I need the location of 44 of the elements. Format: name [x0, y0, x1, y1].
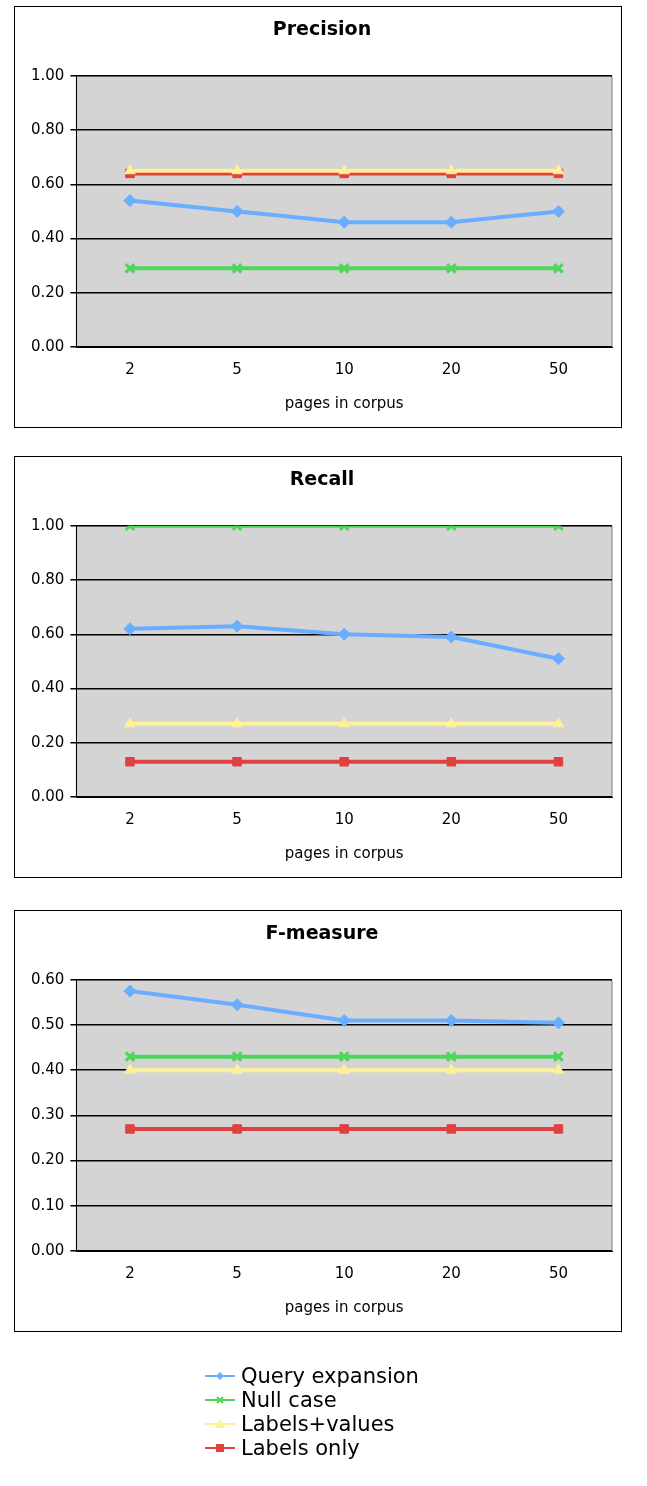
- legend-label: Labels+values: [241, 1412, 395, 1436]
- x-tick-label: 10: [334, 359, 354, 378]
- y-tick-label: 0.60: [30, 969, 65, 988]
- x-axis-title: pages in corpus: [284, 393, 404, 412]
- y-tick-label: 0.60: [30, 624, 65, 643]
- x-tick-label: 20: [441, 1263, 461, 1282]
- x-tick-label: 50: [548, 1263, 568, 1282]
- y-tick-label: 0.80: [30, 119, 65, 138]
- x-tick-label: 2: [125, 809, 135, 828]
- y-tick-label: 0.60: [30, 174, 65, 193]
- y-tick-label: 0.20: [30, 1150, 65, 1169]
- y-tick-label: 0.10: [30, 1195, 65, 1214]
- y-tick-label: 0.20: [30, 282, 65, 301]
- x-tick-label: 20: [441, 809, 461, 828]
- y-tick-label: 0.30: [30, 1105, 65, 1124]
- x-tick-label: 5: [232, 1263, 242, 1282]
- y-tick-label: 1.00: [30, 65, 65, 84]
- x-tick-label: 5: [232, 359, 242, 378]
- x-tick-label: 20: [441, 359, 461, 378]
- x-tick-label: 2: [125, 359, 135, 378]
- y-tick-label: 0.40: [30, 1060, 65, 1079]
- x-tick-label: 10: [334, 1263, 354, 1282]
- chart-title: F-measure: [265, 921, 379, 944]
- x-tick-label: 50: [548, 809, 568, 828]
- y-tick-label: 0.50: [30, 1014, 65, 1033]
- y-tick-label: 0.20: [30, 732, 65, 751]
- chart-title: Recall: [289, 467, 355, 490]
- y-tick-label: 0.80: [30, 569, 65, 588]
- x-tick-label: 2: [125, 1263, 135, 1282]
- x-tick-label: 10: [334, 809, 354, 828]
- y-tick-label: 0.40: [30, 678, 65, 697]
- x-axis-title: pages in corpus: [284, 843, 404, 862]
- legend-label: Query expansion: [241, 1364, 419, 1388]
- legend-label: Null case: [241, 1388, 337, 1412]
- x-axis-title: pages in corpus: [284, 1297, 404, 1316]
- chart-title: Precision: [272, 17, 372, 40]
- y-tick-label: 1.00: [30, 515, 65, 534]
- y-tick-label: 0.00: [30, 1240, 65, 1259]
- x-tick-label: 50: [548, 359, 568, 378]
- y-tick-label: 0.00: [30, 336, 65, 355]
- y-tick-label: 0.00: [30, 786, 65, 805]
- y-tick-label: 0.40: [30, 228, 65, 247]
- legend-label: Labels only: [241, 1436, 360, 1460]
- x-tick-label: 5: [232, 809, 242, 828]
